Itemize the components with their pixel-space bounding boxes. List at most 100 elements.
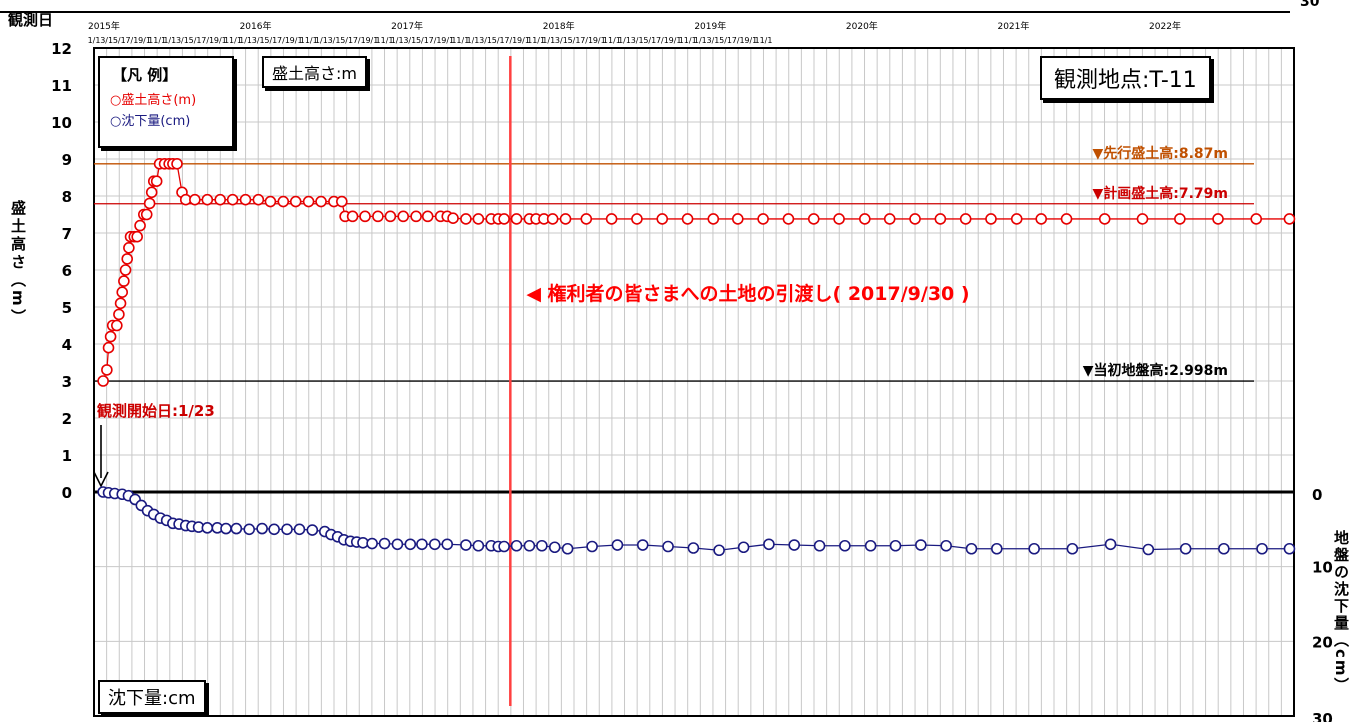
data-point — [1035, 213, 1048, 225]
data-point — [631, 213, 643, 225]
reference-label: ▼計画盛土高:7.79m — [1093, 185, 1229, 202]
month-tick-label: 3/1 — [631, 36, 644, 45]
data-point — [611, 539, 624, 551]
data-point — [1104, 538, 1117, 551]
year-label: 2020年 — [846, 20, 878, 32]
month-tick-label: 5/1 — [643, 36, 656, 45]
month-tick-label: 3/1 — [176, 36, 189, 45]
data-point — [605, 213, 618, 225]
settlement-panel-title: 沈下量:cm — [98, 680, 206, 714]
data-point — [102, 341, 115, 354]
data-point — [116, 286, 129, 299]
data-point — [1256, 542, 1268, 555]
left-tick-label: 12 — [51, 40, 72, 58]
data-point — [410, 210, 422, 223]
month-tick-label: 5/1 — [416, 36, 429, 45]
data-point — [883, 213, 896, 225]
data-point — [839, 539, 851, 552]
data-point — [293, 523, 306, 536]
data-point — [306, 524, 319, 536]
data-point — [346, 210, 359, 223]
data-point — [681, 213, 694, 225]
data-point — [510, 213, 523, 225]
data-point — [859, 213, 871, 225]
right-tick-label: 0 — [1312, 486, 1322, 504]
month-tick-label: 3/1 — [555, 36, 568, 45]
left-tick-label: 2 — [62, 410, 72, 428]
month-tick-label: 11/1 — [376, 36, 394, 45]
month-tick-label: 7/1 — [277, 36, 290, 45]
data-point — [201, 193, 214, 206]
month-tick-label: 3/1 — [403, 36, 416, 45]
data-point — [737, 541, 750, 554]
data-point — [441, 538, 454, 551]
data-point — [113, 308, 125, 321]
data-point — [864, 539, 877, 552]
data-point — [523, 539, 536, 552]
site-label: 観測地点:T-11 — [1040, 56, 1211, 100]
data-point — [713, 544, 725, 557]
data-point — [548, 541, 561, 554]
data-point — [302, 195, 315, 208]
data-point — [281, 523, 293, 536]
data-point — [782, 213, 795, 225]
legend-title: 【凡 例】 — [112, 66, 178, 84]
data-point — [447, 212, 459, 224]
data-point — [1060, 213, 1073, 225]
handover-annotation: ◀ 権利者の皆さまへの土地の引渡し( 2017/9/30 ) — [526, 282, 969, 305]
month-tick-label: 3/1 — [707, 36, 720, 45]
data-point — [111, 319, 123, 332]
month-tick-label: 1/1 — [391, 36, 404, 45]
reference-label: ▼当初地盤高:2.998m — [1083, 362, 1228, 379]
month-tick-label: 3/1 — [100, 36, 113, 45]
data-point — [145, 186, 158, 199]
left-tick-label: 6 — [62, 262, 72, 280]
legend-item-settlement-label: ○沈下量(cm) — [110, 114, 191, 129]
top-axis-label: 観測日 — [8, 11, 53, 29]
data-point — [372, 210, 384, 223]
data-point — [1142, 543, 1155, 556]
plot-frame — [93, 47, 1295, 717]
data-point — [214, 193, 226, 206]
data-point — [510, 539, 523, 552]
data-point — [934, 213, 947, 225]
data-point — [807, 213, 820, 225]
legend-item-fill-label: ○盛土高さ(m) — [110, 93, 197, 108]
data-point — [687, 542, 700, 554]
data-point — [131, 230, 143, 243]
month-tick-label: 9/1 — [669, 36, 682, 45]
data-point — [143, 197, 156, 210]
data-point — [498, 213, 510, 225]
left-tick-label: 0 — [62, 484, 72, 502]
left-axis-label: 盛土高さ（m） — [9, 199, 27, 326]
month-tick-label: 7/1 — [504, 36, 517, 45]
data-point — [171, 158, 183, 170]
month-tick-label: 5/1 — [719, 36, 732, 45]
data-point — [140, 208, 153, 221]
data-point — [264, 195, 277, 208]
month-tick-label: 11/1 — [300, 36, 318, 45]
month-tick-label: 1/1 — [618, 36, 631, 45]
month-tick-label: 7/1 — [201, 36, 214, 45]
data-point — [472, 213, 485, 225]
data-point — [991, 542, 1003, 555]
data-point — [243, 523, 256, 536]
data-point — [1174, 213, 1186, 225]
month-tick-label: 1/1 — [542, 36, 555, 45]
data-point — [118, 275, 130, 287]
legend: 【凡 例】 ○盛土高さ(m) ○沈下量(cm) — [98, 56, 234, 148]
month-tick-label: 11/1 — [603, 36, 621, 45]
right-tick-label: 20 — [1312, 633, 1333, 651]
month-tick-label: 7/1 — [429, 36, 442, 45]
month-tick-label: 1/1 — [467, 36, 480, 45]
month-tick-label: 9/1 — [517, 36, 530, 45]
month-tick-label: 1/1 — [315, 36, 328, 45]
month-tick-label: 7/1 — [732, 36, 745, 45]
left-tick-label: 9 — [62, 151, 72, 169]
month-tick-label: 7/1 — [656, 36, 669, 45]
data-point — [150, 175, 163, 187]
month-tick-label: 7/1 — [125, 36, 138, 45]
month-tick-label: 5/1 — [568, 36, 581, 45]
data-point — [134, 219, 146, 232]
